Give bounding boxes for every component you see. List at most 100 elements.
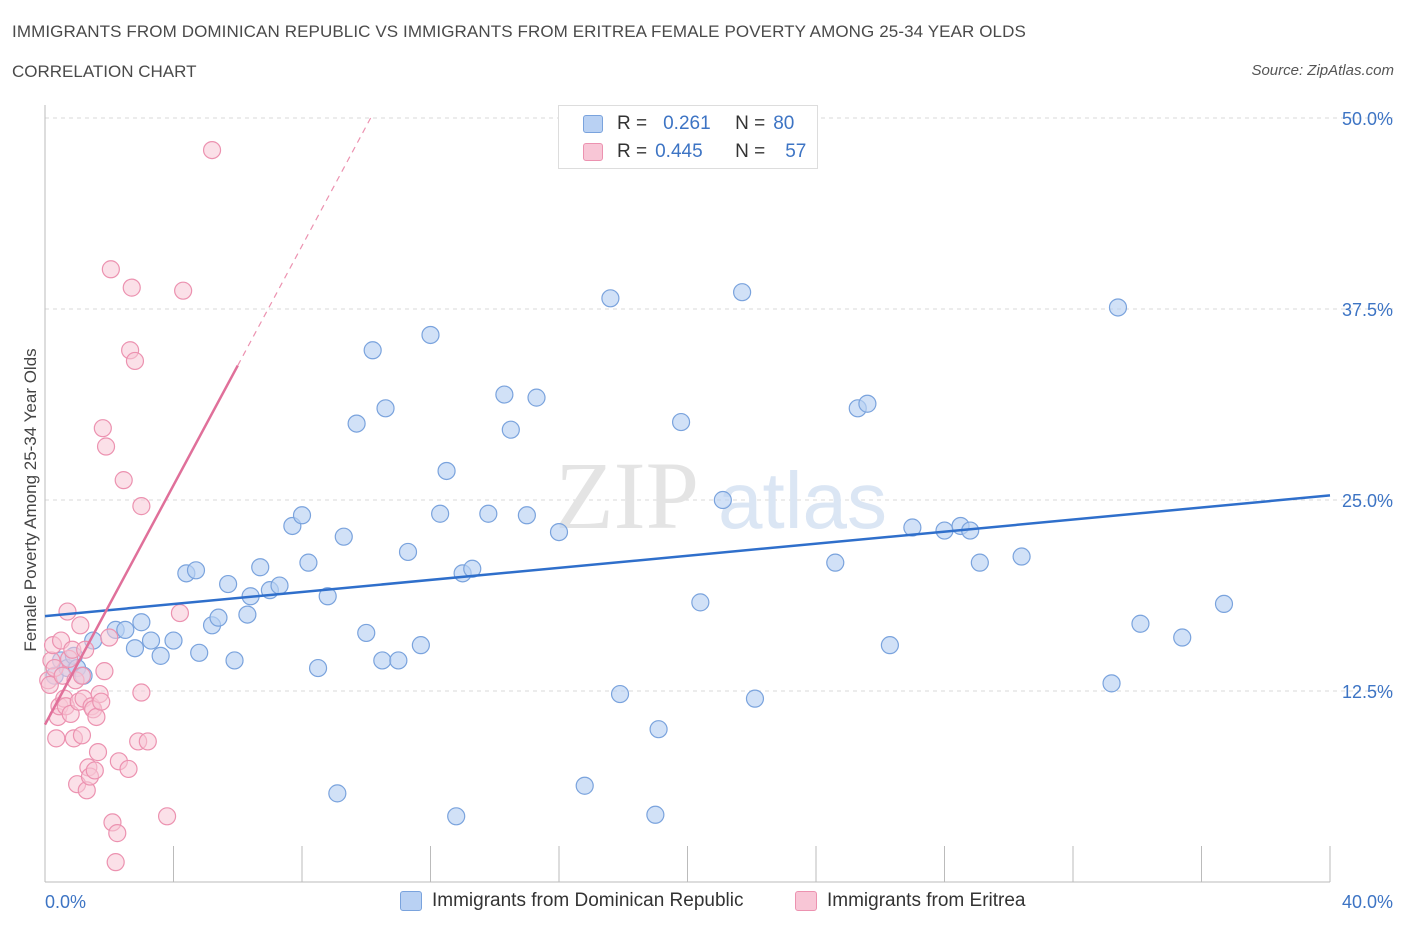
point-eritrea [132,683,151,702]
point-eritrea [95,662,114,681]
point-dominican [270,576,289,595]
point-dominican [671,412,691,432]
point-dominican [219,574,238,594]
point-eritrea [108,824,127,843]
point-eritrea [174,281,193,300]
point-dominican [299,553,318,572]
legend-r-value-eritrea: 0.445 [655,141,703,162]
bottom-legend-label-eritrea: Immigrants from Eritrea [827,890,1026,911]
point-eritrea [47,729,66,748]
point-eritrea [157,807,177,826]
point-eritrea [87,707,106,727]
point-dominican [903,518,922,537]
legend-swatch-pink [583,143,603,161]
point-dominican [141,631,161,650]
point-dominican [858,394,877,413]
point-eritrea [125,351,145,371]
point-dominican [164,631,183,650]
point-eritrea [170,603,190,623]
point-dominican [549,522,569,542]
point-dominican [1131,614,1150,633]
legend-r-label: R = [617,141,648,162]
point-dominican [1102,674,1121,693]
point-eritrea [101,260,120,279]
point-dominican [238,605,257,624]
point-eritrea [85,761,104,780]
point-dominican [357,623,376,643]
y-tick-label: 37.5% [1342,300,1393,320]
trend-line-eritrea [43,364,239,726]
point-dominican [463,559,482,578]
trend-extension [237,117,372,366]
point-eritrea [72,726,92,745]
legend-n-label: N = [735,113,766,134]
x-tick-label: 0.0% [45,892,86,912]
point-dominican [186,561,206,580]
point-dominican [733,283,752,302]
y-tick-label: 25.0% [1342,491,1393,511]
point-dominican [292,506,312,525]
source-label: Source: ZipAtlas.com [1251,62,1394,79]
bottom-legend-eritrea: Immigrants from Eritrea [795,890,1025,912]
point-dominican [398,542,418,562]
legend-n-value-dominican: 80 [773,113,795,134]
point-dominican [649,720,668,739]
point-dominican [1214,594,1234,614]
legend-swatch-blue [583,115,603,133]
point-dominican [132,613,151,632]
correlation-legend: R = 0.261 N = 80 R = 0.445 N = 57 [558,105,818,169]
y-tick-label: 12.5% [1342,682,1393,702]
point-dominican [713,490,732,510]
point-dominican [308,658,328,678]
point-dominican [447,807,466,826]
watermark-zip: ZIP [555,442,699,549]
chart-title: IMMIGRANTS FROM DOMINICAN REPUBLIC VS IM… [12,22,1026,41]
legend-row-dominican: R = 0.261 N = 80 [583,112,794,136]
point-eritrea [138,732,157,751]
point-dominican [495,385,514,404]
point-eritrea [58,602,77,621]
legend-r-value-dominican: 0.261 [663,113,711,134]
bottom-legend-swatch-pink [795,891,817,911]
point-eritrea [88,743,108,762]
point-eritrea [72,666,92,685]
point-eritrea [96,437,116,456]
point-dominican [151,646,170,665]
axis-labels: 12.5% 25.0% 37.5% 50.0% 0.0% 40.0% Female Pove… [21,109,1393,912]
point-dominican [411,636,430,655]
point-eritrea [100,628,119,647]
point-eritrea [114,471,133,490]
point-eritrea [106,853,125,872]
point-dominican [517,506,536,525]
point-eritrea [40,675,59,694]
axes [44,105,1331,883]
x-tick-label: 40.0% [1342,892,1393,912]
point-dominican [376,399,395,418]
y-axis-title: Female Poverty Among 25-34 Year Olds [21,348,40,651]
point-dominican [209,608,228,627]
point-eritrea [202,140,222,160]
grid-lines [45,117,1395,692]
point-dominican [328,784,347,803]
trend-lines [43,364,1331,726]
point-dominican [251,558,270,577]
point-dominican [363,341,382,360]
point-dominican [691,593,710,612]
series-dominican-points [45,283,1234,826]
point-dominican [389,651,408,670]
point-eritrea [132,497,151,516]
point-dominican [610,684,630,704]
legend-row-eritrea: R = 0.445 N = 57 [583,140,806,164]
point-dominican [970,553,989,572]
point-dominican [479,504,498,523]
point-dominican [125,639,145,658]
point-dominican [646,805,665,824]
point-dominican [745,689,765,708]
legend-n-label: N = [735,141,766,162]
watermark-atlas: atlas [718,456,887,545]
point-dominican [116,620,135,639]
point-eritrea [119,759,138,779]
point-dominican [880,636,899,655]
point-dominican [437,461,456,481]
point-dominican [225,651,244,670]
